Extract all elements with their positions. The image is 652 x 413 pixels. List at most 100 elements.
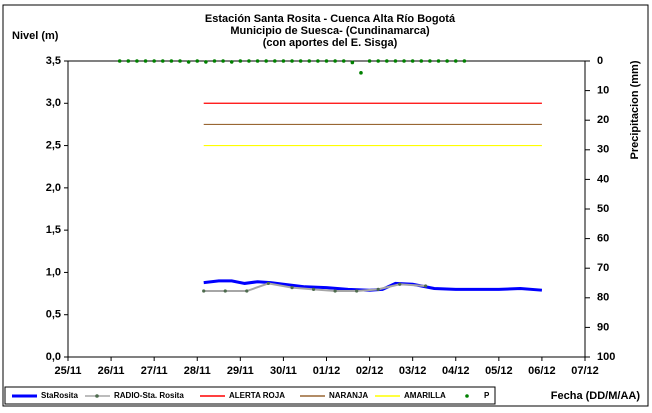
legend-label: AMARILLA: [404, 391, 446, 400]
point: [202, 289, 206, 293]
x-tick-label: 26/11: [98, 365, 125, 377]
x-tick-label: 05/12: [485, 365, 513, 377]
point: [298, 59, 303, 63]
point: [462, 59, 467, 63]
point: [311, 287, 316, 291]
point: [238, 59, 243, 63]
point: [428, 59, 432, 63]
y2-tick-label: 70: [597, 262, 609, 274]
y-tick-label: 1,0: [46, 266, 61, 278]
x-axis-label: Fecha (DD/M/AA): [551, 390, 641, 402]
point: [255, 59, 260, 63]
point: [398, 282, 402, 286]
x-tick-label: 27/11: [141, 365, 168, 377]
legend-marker: [465, 394, 469, 398]
point: [143, 59, 148, 63]
chart-title: Municipio de Suesca- (Cundinamarca): [230, 25, 430, 37]
y-tick-label: 0,0: [46, 351, 61, 363]
point: [423, 284, 428, 288]
point: [376, 59, 381, 63]
x-tick-label: 01/12: [313, 365, 341, 377]
point: [333, 59, 337, 63]
series-line: [203, 279, 543, 292]
x-tick-label: 06/12: [528, 365, 556, 377]
legend-box: [4, 386, 496, 405]
point: [266, 281, 270, 286]
point: [221, 59, 225, 63]
point: [324, 59, 329, 63]
y2-axis-label: Precipitacion (mm): [629, 60, 641, 159]
x-tick-label: 07/12: [571, 365, 599, 377]
y-tick-label: 0,5: [46, 309, 61, 321]
legend-label: P: [484, 391, 490, 400]
point: [402, 59, 406, 63]
point: [247, 59, 251, 63]
x-tick-label: 04/12: [442, 365, 470, 377]
point: [160, 59, 165, 63]
point: [436, 59, 441, 63]
point: [178, 59, 182, 63]
point: [281, 59, 286, 63]
legend-label: StaRosita: [41, 391, 78, 400]
x-tick-label: 25/11: [55, 365, 82, 377]
point: [350, 60, 355, 65]
y-tick-label: 1,5: [46, 224, 61, 236]
point: [223, 289, 227, 293]
point: [229, 60, 234, 64]
point: [204, 60, 208, 64]
legend-label: NARANJA: [329, 391, 368, 400]
chart-title: Estación Santa Rosita - Cuenca Alta Río …: [205, 13, 456, 25]
legend-label: ALERTA ROJA: [229, 391, 285, 400]
point: [186, 60, 191, 64]
chart-title: (con aportes del E. Sisga): [263, 37, 398, 49]
point: [117, 59, 122, 63]
point: [410, 59, 415, 63]
y2-tick-label: 80: [597, 292, 609, 304]
point: [453, 59, 458, 63]
y2-tick-label: 60: [597, 233, 609, 245]
chart-frame: [2, 4, 649, 407]
point: [135, 59, 139, 63]
y2-tick-label: 20: [597, 114, 609, 126]
point: [393, 59, 398, 63]
point: [385, 59, 389, 63]
point: [341, 59, 346, 63]
x-tick-label: 28/11: [184, 365, 211, 377]
x-tick-label: 29/11: [227, 365, 254, 377]
point: [367, 59, 372, 63]
y-tick-label: 2,0: [46, 182, 61, 194]
point: [316, 59, 320, 63]
point: [169, 59, 174, 63]
y2-tick-label: 0: [597, 55, 603, 67]
y2-tick-label: 40: [597, 173, 609, 185]
point: [307, 59, 312, 63]
point: [355, 289, 359, 293]
point: [195, 59, 200, 63]
point: [445, 59, 449, 63]
legend-label: RADIO-Sta. Rosita: [114, 391, 184, 400]
point: [273, 59, 277, 63]
legend-marker: [95, 394, 99, 398]
y2-tick-label: 90: [597, 321, 609, 333]
x-tick-label: 30/11: [270, 365, 297, 377]
point: [152, 59, 156, 63]
point: [126, 59, 131, 63]
point: [376, 287, 380, 291]
point: [245, 289, 249, 293]
y2-tick-label: 50: [597, 203, 609, 215]
point: [290, 286, 294, 290]
y2-tick-label: 100: [597, 351, 615, 363]
x-tick-label: 03/12: [399, 365, 427, 377]
point: [333, 289, 337, 293]
x-tick-label: 02/12: [356, 365, 384, 377]
y-axis-label: Nivel (m): [12, 30, 59, 42]
point: [359, 71, 363, 75]
point: [264, 59, 268, 63]
y-tick-label: 3,5: [46, 55, 61, 67]
y2-tick-label: 10: [597, 85, 609, 97]
y-tick-label: 3,0: [46, 97, 61, 109]
point: [419, 59, 424, 63]
point: [290, 59, 294, 63]
point: [212, 59, 217, 63]
